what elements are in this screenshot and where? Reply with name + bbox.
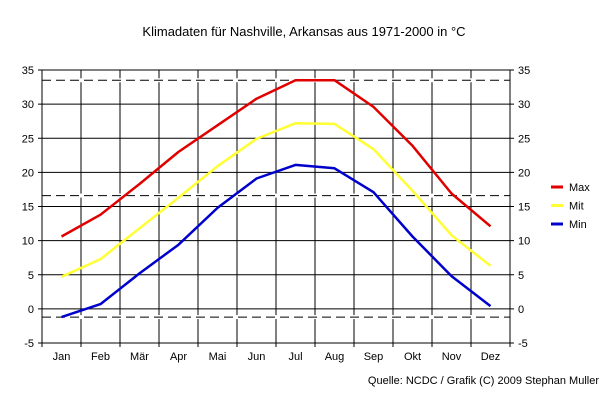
reference-line-gap (43, 315, 509, 320)
y-tick-label-left: 5 (28, 270, 34, 282)
reference-line-gap (43, 78, 509, 83)
x-tick-label: Aug (325, 351, 345, 363)
legend-label-min: Min (569, 219, 587, 231)
y-tick-label-left: 30 (22, 99, 34, 111)
y-tick-label-left: 25 (22, 133, 34, 145)
y-tick-label-right: 10 (518, 236, 530, 248)
legend: Max Mit Min (551, 182, 590, 231)
x-tick-label: Nov (442, 351, 462, 363)
y-tick-label-right: 35 (518, 65, 530, 77)
x-tick-label: Jul (288, 351, 302, 363)
y-axis-ticks: -5 -5 0 0 5 5 10 10 15 15 20 20 25 25 30 30 35 35 (22, 65, 531, 350)
series-line-max (60, 78, 492, 238)
reference-line-gap (43, 193, 509, 198)
x-tick-label: Apr (170, 351, 187, 363)
x-tick-label: Mai (209, 351, 227, 363)
series-lines (60, 78, 492, 319)
x-tick-label: Jun (248, 351, 266, 363)
y-tick-label-left: 10 (22, 236, 34, 248)
y-tick-label-right: 15 (518, 202, 530, 214)
source-note: Quelle: NCDC / Grafik (C) 2009 Stephan M… (368, 375, 599, 387)
x-axis-ticks: Jan Feb Mär Apr Mai Jun Jul Aug Sep Okt Nov Dez (41, 343, 511, 363)
y-tick-label-right: 30 (518, 99, 530, 111)
legend-label-mit: Mit (569, 201, 584, 213)
y-tick-label-right: 5 (518, 270, 524, 282)
series-line-min (61, 163, 492, 319)
y-tick-label-left: 0 (28, 304, 34, 316)
x-tick-label: Okt (404, 351, 421, 363)
legend-label-max: Max (569, 182, 590, 194)
y-tick-label-left: 20 (22, 167, 34, 179)
y-tick-label-left: 35 (22, 65, 34, 77)
y-tick-label-right: 20 (518, 167, 530, 179)
y-tick-label-right: 0 (518, 304, 524, 316)
y-tick-label-left: -5 (24, 338, 34, 350)
series-line-mit (60, 121, 492, 278)
x-tick-label: Feb (91, 351, 110, 363)
reference-lines (42, 78, 510, 320)
y-tick-label-right: 25 (518, 133, 530, 145)
x-tick-label: Mär (130, 351, 149, 363)
x-tick-label: Sep (364, 351, 384, 363)
chart-title: Klimadaten für Nashville, Arkansas aus 1… (142, 24, 465, 39)
y-tick-label-left: 15 (22, 202, 34, 214)
y-tick-label-right: -5 (518, 338, 528, 350)
x-tick-label: Jan (53, 351, 71, 363)
x-tick-label: Dez (481, 351, 501, 363)
